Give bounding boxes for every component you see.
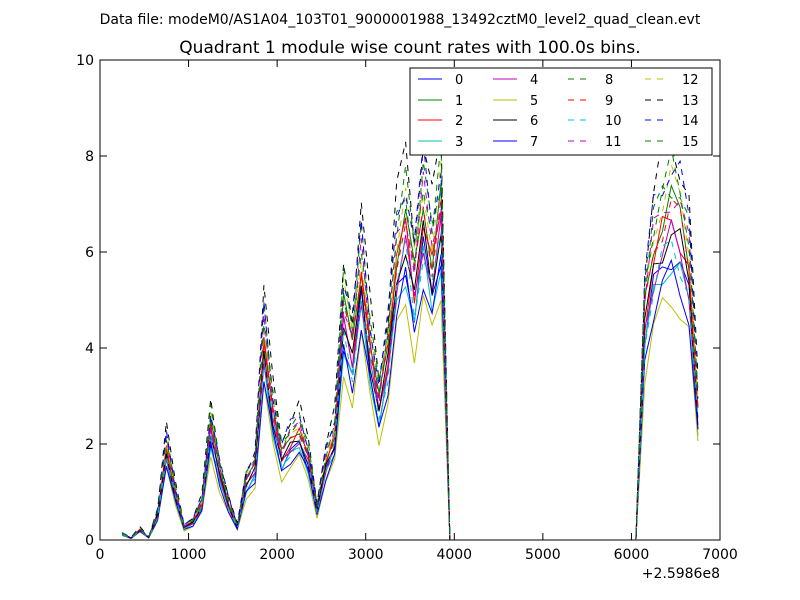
y-tick-label: 4 bbox=[85, 341, 94, 357]
chart-title: Quadrant 1 module wise count rates with … bbox=[179, 38, 640, 58]
legend-label-7: 7 bbox=[530, 135, 538, 150]
y-tick-label: 6 bbox=[85, 245, 94, 261]
legend-label-2: 2 bbox=[455, 114, 463, 129]
series-line-5 bbox=[121, 295, 699, 540]
legend-label-0: 0 bbox=[455, 73, 463, 88]
legend-label-1: 1 bbox=[455, 94, 463, 109]
series-line-3 bbox=[121, 245, 699, 540]
series-line-14 bbox=[121, 141, 699, 540]
x-tick-label: 7000 bbox=[702, 547, 738, 563]
x-tick-label: 0 bbox=[96, 547, 105, 563]
y-tick-label: 10 bbox=[76, 53, 94, 69]
series-line-11 bbox=[121, 171, 699, 540]
series-line-8 bbox=[121, 161, 699, 540]
plot-frame bbox=[99, 59, 721, 541]
legend-label-4: 4 bbox=[530, 73, 538, 88]
series-line-0 bbox=[121, 236, 699, 540]
x-offset-label: +2.5986e8 bbox=[642, 566, 720, 582]
x-tick-label: 2000 bbox=[259, 547, 295, 563]
legend-label-11: 11 bbox=[605, 135, 622, 150]
chart-supertitle: Data file: modeM0/AS1A04_103T01_90000019… bbox=[100, 12, 701, 28]
x-tick-label: 1000 bbox=[171, 547, 207, 563]
series-line-9 bbox=[121, 197, 699, 540]
x-axis: 0 1000 2000 3000 4000 5000 6000 7000 bbox=[96, 60, 738, 563]
legend-label-9: 9 bbox=[605, 94, 613, 109]
series-line-4 bbox=[121, 215, 699, 540]
series-layer bbox=[121, 134, 699, 540]
x-tick-label: 5000 bbox=[525, 547, 561, 563]
legend-label-8: 8 bbox=[605, 73, 613, 88]
y-tick-label: 0 bbox=[85, 533, 94, 549]
series-line-6 bbox=[121, 220, 699, 540]
series-line-10 bbox=[121, 231, 699, 540]
legend-label-3: 3 bbox=[455, 135, 463, 150]
x-tick-label: 6000 bbox=[614, 547, 650, 563]
series-line-12 bbox=[121, 161, 699, 540]
legend-label-6: 6 bbox=[530, 114, 538, 129]
legend-label-14: 14 bbox=[682, 114, 699, 129]
series-line-2 bbox=[121, 210, 699, 540]
legend-label-13: 13 bbox=[682, 94, 699, 109]
y-tick-label: 8 bbox=[85, 149, 94, 165]
legend-label-5: 5 bbox=[530, 94, 538, 109]
y-tick-label: 2 bbox=[85, 437, 94, 453]
legend-label-12: 12 bbox=[682, 73, 699, 88]
series-line-7 bbox=[121, 254, 699, 540]
series-line-1 bbox=[121, 183, 699, 540]
x-tick-label: 4000 bbox=[436, 547, 472, 563]
legend-label-10: 10 bbox=[605, 114, 622, 129]
series-line-15 bbox=[121, 142, 699, 540]
x-tick-label: 3000 bbox=[348, 547, 384, 563]
legend-label-15: 15 bbox=[682, 135, 699, 150]
